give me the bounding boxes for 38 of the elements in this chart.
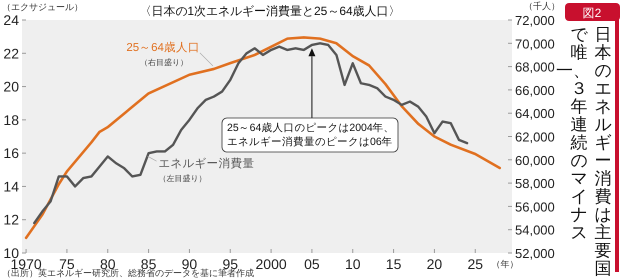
- y-tick-label: 16: [3, 145, 20, 162]
- line-series: [33, 42, 468, 224]
- annotation: （右目盛り）: [140, 58, 188, 67]
- y-tick-label: 24: [3, 12, 20, 28]
- y-tick-label: 14: [3, 178, 20, 194]
- y-tick-label: 12: [3, 212, 20, 228]
- y2-tick-label: 72,000: [515, 13, 555, 28]
- x-tick-label: 20: [426, 256, 442, 272]
- text: （出所）英エネルギー研究所、総務省のデータを基に筆者作成: [2, 268, 254, 278]
- y2-tick-label: 58,000: [515, 176, 555, 192]
- y-tick-label: 22: [3, 45, 20, 62]
- caption: 図2: [582, 6, 602, 20]
- y-tick-label: 18: [3, 112, 20, 128]
- y2-tick-label: 70,000: [515, 36, 555, 52]
- series-label: エネルギー消費量: [158, 157, 255, 170]
- y2-tick-label: 68,000: [515, 60, 555, 75]
- text: 日本のエネルギー消費は主要国で唯一、３年連続のマイナス: [556, 25, 612, 278]
- line-series: [24, 36, 502, 240]
- x-tick-label: 25: [467, 256, 484, 272]
- x-tick-label: 15: [386, 256, 402, 272]
- x-axis-title: （年）: [491, 259, 518, 269]
- y2-tick-label: 60,000: [515, 152, 555, 168]
- series-label: 25～64歳人口: [126, 40, 200, 54]
- annotation: 25～64歳人口のピークは2004年、エネルギー消費量のピークは06年: [227, 121, 395, 149]
- y-axis-title: （エクサジュール）: [2, 2, 83, 12]
- y-tick-label: 20: [3, 78, 20, 95]
- y2-tick-label: 52,000: [515, 246, 555, 261]
- y2-tick-label: 64,000: [515, 106, 555, 122]
- y2-axis-title: （千人）: [524, 1, 560, 11]
- y2-tick-label: 62,000: [515, 130, 555, 144]
- chart-title: 〈日本の1次エネルギー消費量と25～64歳人口〉: [139, 4, 401, 18]
- y2-tick-label: 66,000: [515, 82, 555, 98]
- annotation: （左目盛り）: [158, 174, 207, 184]
- y2-tick-label: 54,000: [515, 222, 555, 238]
- x-tick-label: 10: [344, 256, 361, 272]
- x-tick-label: 2000: [256, 256, 287, 272]
- y2-tick-label: 56,000: [515, 199, 555, 214]
- x-tick-label: 05: [304, 256, 320, 272]
